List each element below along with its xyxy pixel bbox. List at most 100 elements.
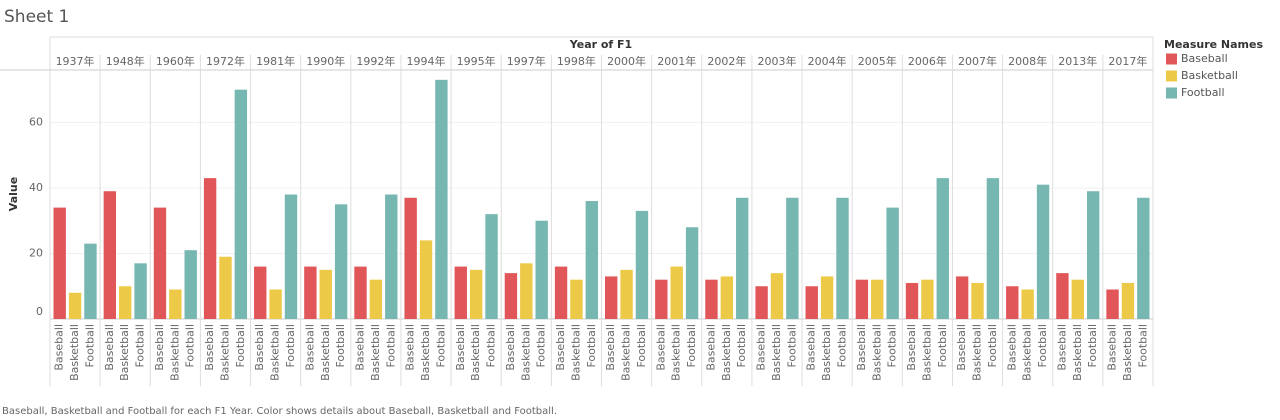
bar-category-label: Basketball xyxy=(870,324,883,381)
legend-label: Football xyxy=(1181,86,1225,99)
bar xyxy=(1006,286,1019,319)
bar-category-label: Football xyxy=(986,324,999,368)
bar xyxy=(203,178,217,319)
bar xyxy=(570,279,583,319)
bar xyxy=(1137,197,1150,319)
x-tick-label: 2007年 xyxy=(958,54,997,68)
bar xyxy=(755,286,768,319)
bar xyxy=(304,266,317,319)
x-tick-label: 1998年 xyxy=(557,54,596,68)
bar-category-label: Baseball xyxy=(654,324,667,371)
bar xyxy=(134,263,147,319)
bar xyxy=(454,266,467,319)
bar-category-label: Baseball xyxy=(303,324,316,371)
legend-label: Basketball xyxy=(1181,69,1238,82)
x-tick-label: 2001年 xyxy=(657,54,696,68)
bar-category-label: Football xyxy=(585,324,598,368)
bar xyxy=(705,279,718,319)
bar xyxy=(485,214,498,319)
y-tick-label: 0 xyxy=(36,305,43,318)
bar-category-label: Football xyxy=(485,324,498,368)
bar-category-label: Football xyxy=(936,324,949,368)
bar-category-label: Baseball xyxy=(1106,324,1119,371)
bar xyxy=(469,269,483,319)
bar-category-label: Baseball xyxy=(755,324,768,371)
bar-category-label: Basketball xyxy=(118,324,131,381)
y-axis-title: Value xyxy=(7,177,20,211)
bar xyxy=(736,197,749,319)
bar xyxy=(284,194,298,319)
bar-category-label: Baseball xyxy=(554,324,567,371)
bar-category-label: Baseball xyxy=(253,324,266,371)
y-tick-label: 20 xyxy=(29,246,43,259)
sheet-title: Sheet 1 xyxy=(4,7,69,27)
bar-category-label: Baseball xyxy=(1005,324,1018,371)
bar xyxy=(921,279,934,319)
x-tick-label: 1997年 xyxy=(507,54,546,68)
legend-swatch xyxy=(1166,53,1177,65)
bar xyxy=(605,276,618,319)
bar xyxy=(635,210,649,319)
bar xyxy=(404,197,417,319)
bar xyxy=(655,279,668,319)
bar xyxy=(1056,273,1069,319)
bar-category-label: Basketball xyxy=(820,324,833,381)
bar-category-label: Baseball xyxy=(103,324,116,371)
bar-category-label: Basketball xyxy=(68,324,81,381)
bar-category-label: Football xyxy=(434,324,447,368)
bar xyxy=(971,282,984,319)
bar-category-label: Football xyxy=(83,324,96,368)
bar-category-label: Basketball xyxy=(720,324,733,381)
bar-category-label: Football xyxy=(184,324,197,368)
bar xyxy=(1086,191,1100,319)
bar xyxy=(905,282,919,319)
bar-category-label: Basketball xyxy=(1021,324,1034,381)
x-tick-label: 1994年 xyxy=(407,54,446,68)
bar-category-label: Basketball xyxy=(971,324,984,381)
bar-category-label: Football xyxy=(1086,324,1099,368)
bar-category-label: Basketball xyxy=(920,324,933,381)
x-tick-label: 1981年 xyxy=(256,54,295,68)
bar-category-label: Football xyxy=(635,324,648,368)
bar xyxy=(1021,289,1034,319)
x-tick-label: 1972年 xyxy=(206,54,245,68)
bar xyxy=(805,286,818,319)
bar-category-label: Baseball xyxy=(704,324,717,371)
bar-category-label: Football xyxy=(785,324,798,368)
bar xyxy=(620,269,633,319)
bar-category-label: Football xyxy=(384,324,397,368)
legend-swatch xyxy=(1166,70,1177,82)
x-tick-label: 1960年 xyxy=(156,54,195,68)
legend-title: Measure Names xyxy=(1164,38,1263,51)
bar xyxy=(84,243,97,319)
bar xyxy=(119,286,132,319)
bar xyxy=(435,79,448,319)
x-tick-label: 1948年 xyxy=(106,54,145,68)
bar xyxy=(68,292,82,319)
bar-category-label: Baseball xyxy=(905,324,918,371)
bar-category-label: Baseball xyxy=(454,324,467,371)
bar-category-label: Baseball xyxy=(203,324,216,371)
x-tick-label: 2002年 xyxy=(707,54,746,68)
x-tick-label: 2006年 xyxy=(908,54,947,68)
bar-category-label: Basketball xyxy=(519,324,532,381)
bar-category-label: Baseball xyxy=(153,324,166,371)
bar xyxy=(1121,282,1135,319)
bar-category-label: Baseball xyxy=(855,324,868,371)
bar-category-label: Football xyxy=(1036,324,1049,368)
bar-category-label: Basketball xyxy=(670,324,683,381)
caption: Baseball, Basketball and Football for ea… xyxy=(2,406,557,417)
bar xyxy=(354,266,367,319)
bar xyxy=(720,276,734,319)
x-tick-label: 2017年 xyxy=(1108,54,1147,68)
bar xyxy=(385,194,398,319)
bar xyxy=(153,207,167,319)
bar xyxy=(855,279,869,319)
x-tick-label: 2003年 xyxy=(757,54,796,68)
bar xyxy=(786,197,799,319)
bar xyxy=(770,273,784,319)
bar xyxy=(53,207,66,319)
bar xyxy=(685,227,699,319)
bar-category-label: Football xyxy=(284,324,297,368)
bar-category-label: Basketball xyxy=(319,324,332,381)
